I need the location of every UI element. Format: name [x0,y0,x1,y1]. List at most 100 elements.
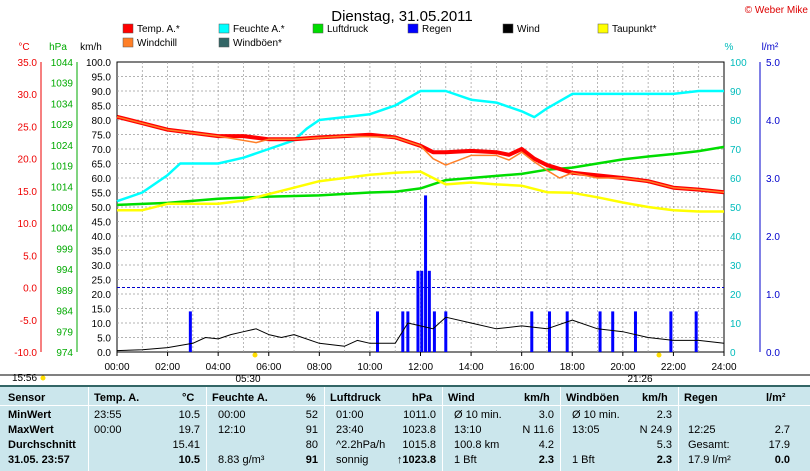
table-cell-press-val: 1011.0 [403,409,436,421]
table-cell-hum-val: 91 [305,454,318,466]
head-rain-unit: l/m² [766,392,786,404]
hum-tick-label: 70 [730,145,742,156]
head-pressure: Luftdruck [330,392,381,404]
table-cell-rain-desc: 17.9 l/m² [688,454,731,466]
rain-tick-label: 1.0 [766,290,780,301]
legend-label: Feuchte A.* [233,24,285,35]
legend-swatch [597,23,609,34]
table-cell-gust-val: N 24.9 [639,424,672,436]
wind-tick-label: 45.0 [92,218,112,229]
legend-swatch [122,23,134,34]
col-separator [206,387,207,471]
time-tick-label: 16:00 [509,362,534,373]
table-cell-rain-val: 17.9 [768,439,790,451]
press-tick-label: 1034 [51,99,74,110]
series-line [116,116,725,193]
hum-tick-label: 50 [730,203,742,214]
table-cell-rain-desc: 12:25 [688,424,716,436]
time-tick-label: 12:00 [408,362,433,373]
table-cell-wind-desc: Ø 10 min. [454,409,502,421]
rain-bar [547,311,551,352]
rain-bar [416,270,420,352]
wind-tick-label: 5.0 [97,334,111,345]
head-wind: Wind [448,392,475,404]
press-unit-label: hPa [49,42,67,53]
temp-tick-label: -10.0 [14,348,37,359]
time-tick-label: 24:00 [711,362,736,373]
hum-tick-label: 20 [730,290,742,301]
press-tick-label: 989 [56,286,73,297]
sunrise-icon [252,352,258,358]
sunset-icon [656,352,662,358]
rain-bar [598,311,602,352]
head-temp-unit: °C [182,392,195,404]
press-tick-label: 1014 [51,182,74,193]
table-cell-gust-val: 2.3 [656,409,672,421]
rain-bar [376,311,380,352]
table-cell-wind-val: 3.0 [538,409,554,421]
press-tick-label: 1009 [51,203,74,214]
time-tick-label: 18:00 [560,362,585,373]
rain-bar [611,311,615,352]
press-tick-label: 994 [56,265,73,276]
rain-tick-label: 5.0 [766,58,780,69]
legend-label: Wind [517,24,540,35]
table-cell-wind-desc: 100.8 km [454,439,500,451]
copyright-text: © Weber Mike [745,5,809,16]
col-separator [88,387,89,471]
legend-label: Taupunkt* [612,24,657,35]
time-tick-label: 22:00 [661,362,686,373]
data-series [116,89,725,352]
head-humidity: Feuchte A. [212,392,268,404]
table-cell-press-time: ^2.2hPa/h [336,439,386,451]
table-cell-press-time: 23:40 [336,424,364,436]
temp-tick-label: 20.0 [18,155,38,166]
head-sensor: Sensor [8,392,46,404]
sun-info-icon [40,375,46,381]
rain-tick-label: 4.0 [766,116,780,127]
hum-tick-label: 0 [730,348,736,359]
table-cell-gust-desc: 1 Bft [572,454,595,466]
table-cell-gust-val: 5.3 [656,439,672,451]
rain-bar [406,311,410,352]
wind-tick-label: 55.0 [92,189,112,200]
rain-bar [694,311,698,352]
temp-tick-label: 25.0 [18,122,38,133]
table-cell-label: MinWert [8,409,52,421]
series-line [116,316,725,352]
table-cell-temp-val: 10.5 [178,454,200,466]
col-separator [324,387,325,471]
chart-title: Dienstag, 31.05.2011 [331,8,473,25]
table-cell-label: MaxWert [8,424,54,436]
wind-tick-label: 65.0 [92,160,112,171]
temp-tick-label: 10.0 [18,219,38,230]
wind-tick-label: 40.0 [92,232,112,243]
col-separator [442,387,443,471]
row-separator [0,405,810,406]
rain-bar [188,311,192,352]
legend-label: Regen [422,24,451,35]
head-press-unit: hPa [412,392,433,404]
table-cell-press-time: sonnig [336,454,369,466]
rain-unit-label: l/m² [762,42,779,53]
time-tick-label: 02:00 [155,362,180,373]
table-cell-temp-time: 23:55 [94,409,122,421]
hum-tick-label: 80 [730,116,742,127]
table-cell-gust-desc: 13:05 [572,424,600,436]
temp-unit-label: °C [18,42,29,53]
legend-swatch [407,23,419,34]
time-tick-label: 20:00 [610,362,635,373]
sunset-time: 21:26 [627,374,652,385]
time-tick-label: 06:00 [256,362,281,373]
temp-tick-label: -5.0 [20,316,38,327]
rain-bar [432,311,436,352]
sun-info-time: 15:56 [12,373,37,384]
table-cell-rain-desc: Gesamt: [688,439,730,451]
hum-unit-label: % [725,42,734,53]
time-tick-label: 00:00 [104,362,129,373]
press-tick-label: 1029 [51,120,74,131]
temp-tick-label: 35.0 [18,58,38,69]
table-cell-hum-time: 00:00 [218,409,246,421]
sun-markers: 05:30 21:26 15:56 [12,352,662,385]
series-line [116,145,725,207]
